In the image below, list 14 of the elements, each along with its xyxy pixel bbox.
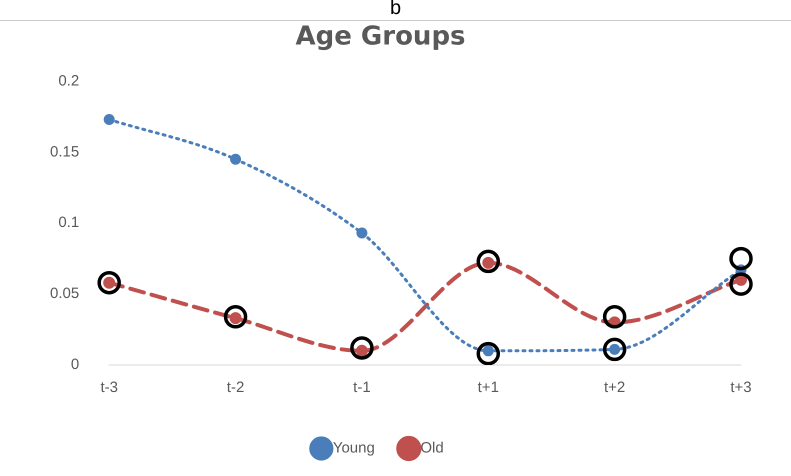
- chart-title: Age Groups: [295, 21, 466, 52]
- x-tick-label: t-2: [226, 379, 244, 396]
- legend-label: Old: [420, 440, 444, 457]
- x-tick-label: t-1: [353, 379, 371, 396]
- y-tick-label: 0: [70, 356, 80, 374]
- x-tick-label: t+3: [730, 379, 752, 396]
- y-tick-label: 0.2: [58, 72, 80, 90]
- y-tick-label: 0.15: [50, 143, 80, 160]
- y-tick-label: 0.05: [50, 285, 80, 302]
- x-tick-label: t+2: [604, 379, 626, 396]
- x-tick-label: t-3: [100, 379, 118, 396]
- y-tick-label: 0.1: [58, 214, 80, 232]
- x-tick-label: t+1: [478, 379, 499, 396]
- legend-label: Young: [332, 440, 375, 457]
